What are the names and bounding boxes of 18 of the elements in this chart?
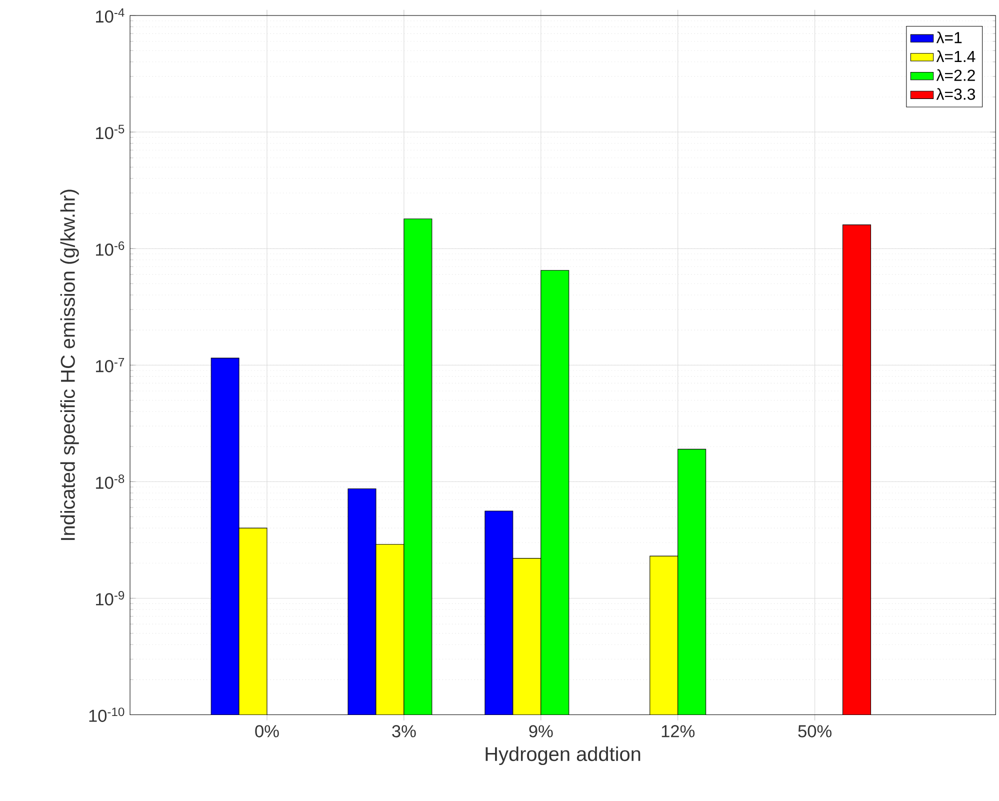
x-tick-label: 12% (662, 725, 695, 738)
y-tick-label: 10$^{-9}$ (96, 591, 124, 606)
y-tick-label: 10$^{-7}$ (96, 358, 124, 372)
y-tick-label: 10$^{-6}$ (96, 241, 124, 256)
legend-label: λ=2.2 (936, 69, 975, 81)
y-tick-label: 10$^{-5}$ (96, 124, 124, 140)
y-tick-label: 10$^{-4}$ (96, 8, 124, 23)
legend-label: λ=1.4 (936, 50, 976, 62)
x-tick-label: 50% (798, 725, 832, 738)
x-axis-title: Hydrogen addtion (486, 746, 640, 766)
y-tick-label: 10$^{-8}$ (96, 474, 124, 489)
x-tick-label: 0% (255, 725, 279, 738)
x-tick-label: 3% (392, 725, 416, 738)
y-tick-label: 10$^{-10}$ (89, 708, 124, 722)
legend-label: λ=3.3 (936, 88, 976, 100)
legend-label: λ=1 (936, 32, 962, 44)
x-tick-label: 9% (529, 725, 553, 738)
y-axis-title: Indicated specific HC emission (g/kw.hr) (60, 190, 79, 540)
